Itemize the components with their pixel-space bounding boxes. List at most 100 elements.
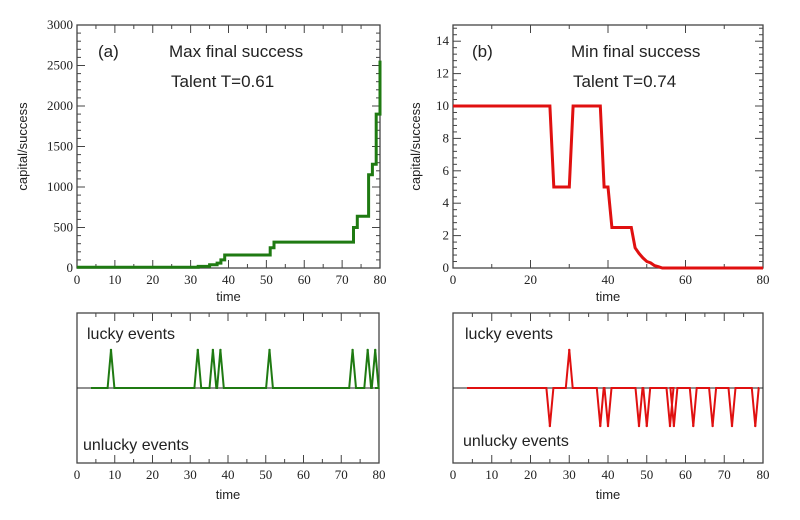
x-tick-label: 60: [298, 272, 311, 287]
x-tick-label: 40: [602, 467, 615, 482]
y-tick-label: 2: [443, 228, 450, 243]
x-tick-label: 40: [222, 272, 235, 287]
y-tick-label: 14: [436, 33, 450, 48]
lucky-event-mark: [268, 348, 271, 352]
x-tick-label: 20: [146, 272, 159, 287]
lucky-events-label: lucky events: [87, 326, 175, 343]
lucky-event-mark: [374, 348, 377, 352]
x-tick-label: 50: [260, 272, 273, 287]
lucky-event-mark: [219, 348, 222, 352]
unlucky-event-mark: [692, 424, 695, 428]
chart-title: Max final success: [169, 42, 303, 61]
unlucky-event-mark: [645, 424, 648, 428]
x-axis-label: time: [216, 487, 241, 502]
y-tick-label: 0: [443, 260, 450, 275]
y-axis-label: capital/success: [408, 102, 423, 191]
y-tick-label: 1000: [47, 179, 73, 194]
x-tick-label: 60: [297, 467, 310, 482]
x-tick-label: 50: [259, 467, 272, 482]
y-axis-label: capital/success: [15, 102, 30, 191]
lucky-event-mark: [196, 348, 199, 352]
unlucky-event-mark: [730, 424, 734, 428]
lucky-event-mark: [211, 348, 215, 352]
chart-subtitle: Talent T=0.74: [573, 72, 676, 91]
unlucky-event-mark: [606, 424, 610, 428]
panel-a-events-plot: 0 10 20 30 40 50 60 70 80 lucky events unlucky e…: [74, 312, 386, 502]
x-ticks: 0 10 20 30 40 50 60 70 80: [74, 313, 386, 482]
x-tick-label: 0: [74, 467, 81, 482]
panel-label: (b): [472, 42, 493, 61]
x-tick-label: 10: [108, 272, 121, 287]
x-tick-label: 30: [184, 467, 197, 482]
x-axis-label: time: [596, 289, 621, 304]
x-axis-label: time: [596, 487, 621, 502]
x-tick-label: 0: [450, 467, 457, 482]
y-tick-label: 0: [67, 260, 74, 275]
x-ticks: 0 10 20 30 40 50 60 70 80: [74, 25, 387, 287]
panel-b-events-plot: 0 10 20 30 40 50 60 70 80 lucky events unlucky e…: [450, 312, 770, 502]
chart-title: Min final success: [571, 42, 700, 61]
y-tick-label: 10: [436, 98, 449, 113]
x-tick-label: 20: [524, 467, 537, 482]
panel-label: (a): [98, 42, 119, 61]
y-tick-label: 1500: [47, 139, 73, 154]
y-tick-label: 2000: [47, 98, 73, 113]
lucky-event-mark: [351, 348, 354, 352]
x-tick-label: 30: [563, 467, 576, 482]
x-tick-label: 70: [336, 272, 349, 287]
y-tick-label: 6: [443, 163, 450, 178]
x-tick-label: 30: [184, 272, 197, 287]
x-axis-label: time: [216, 289, 241, 304]
panel-a-success-plot: 0 10 20 30 40 50 60 70 80 0 500 1000 1500 2000 2500 30…: [15, 17, 387, 304]
unlucky-events-label: unlucky events: [463, 433, 569, 450]
x-tick-label: 20: [524, 272, 537, 287]
y-ticks: 0 2 4 6 8 10 12 14: [436, 27, 763, 275]
unlucky-event-mark: [711, 424, 714, 428]
x-tick-label: 0: [450, 272, 457, 287]
lucky-event-mark: [366, 348, 369, 352]
y-tick-label: 4: [443, 195, 450, 210]
panel-b-success-plot: 0 20 40 60 80 0 2 4 6 8 10 12 14 (b) Min final succ…: [408, 24, 770, 304]
x-tick-label: 80: [373, 467, 386, 482]
unlucky-event-mark: [548, 424, 552, 428]
y-tick-label: 8: [443, 130, 450, 145]
x-tick-label: 10: [485, 467, 498, 482]
capital-series-line: [453, 104, 763, 270]
unlucky-events-label: unlucky events: [83, 437, 189, 454]
lucky-event-mark: [568, 348, 571, 352]
unlucky-event-mark: [668, 424, 672, 428]
y-tick-label: 2500: [47, 58, 73, 73]
x-tick-label: 60: [679, 272, 692, 287]
unlucky-event-mark: [637, 424, 641, 428]
x-ticks: 0 10 20 30 40 50 60 70 80: [450, 313, 770, 482]
lucky-event-mark: [109, 348, 113, 352]
unlucky-event-mark: [599, 424, 602, 428]
x-tick-label: 80: [757, 272, 770, 287]
x-tick-label: 80: [374, 272, 387, 287]
x-tick-label: 10: [108, 467, 121, 482]
x-ticks: 0 20 40 60 80: [450, 25, 770, 287]
x-tick-label: 50: [640, 467, 653, 482]
x-tick-label: 60: [679, 467, 692, 482]
plot-frame: [76, 24, 381, 269]
chart-subtitle: Talent T=0.61: [171, 72, 274, 91]
x-tick-label: 40: [222, 467, 235, 482]
unlucky-event-mark: [754, 424, 757, 428]
x-tick-label: 0: [74, 272, 81, 287]
y-tick-label: 500: [54, 220, 74, 235]
y-tick-label: 3000: [47, 17, 73, 32]
y-ticks: 0 500 1000 1500 2000 2500 3000: [47, 17, 380, 275]
capital-series-line: [77, 60, 382, 269]
plot-frame: [452, 24, 764, 269]
lucky-events-label: lucky events: [465, 326, 553, 343]
x-tick-label: 40: [602, 272, 615, 287]
x-tick-label: 70: [718, 467, 731, 482]
unlucky-event-mark: [672, 424, 676, 428]
y-tick-label: 12: [436, 66, 449, 81]
x-tick-label: 20: [146, 467, 159, 482]
events-series-line: [467, 349, 760, 427]
x-tick-label: 70: [335, 467, 348, 482]
events-series-line: [91, 349, 380, 389]
x-tick-label: 80: [757, 467, 770, 482]
